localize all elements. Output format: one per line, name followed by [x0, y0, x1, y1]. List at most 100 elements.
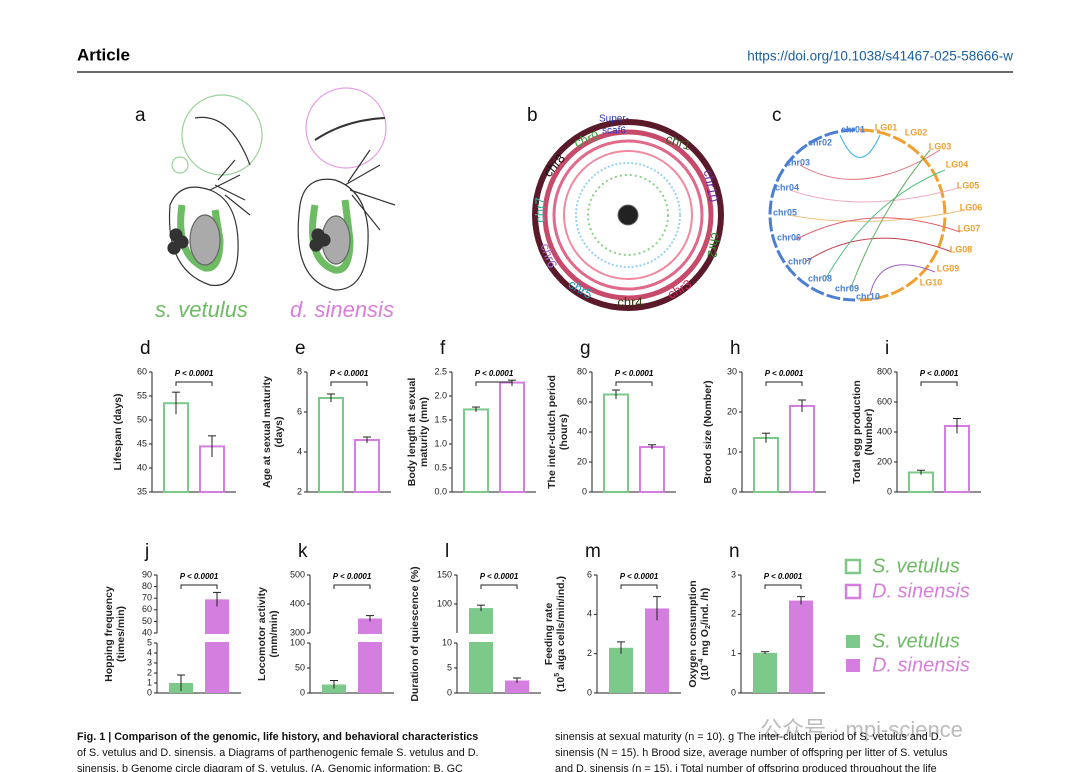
y-tick-label: 800 [877, 366, 892, 376]
chromosome-label: chr07 [788, 256, 812, 266]
y-axis-label: Lifespan (days) [112, 393, 124, 470]
bar [205, 599, 229, 693]
label-part: 2 [705, 625, 712, 629]
p-value: P < 0.0001 [333, 572, 372, 581]
axis-break [308, 634, 396, 642]
y-axis-label-line: Feeding rate [543, 603, 555, 666]
y-tick-label: 10 [442, 637, 452, 647]
y-tick-label: 80 [577, 366, 587, 376]
linkage-group-label: LG10 [920, 277, 943, 287]
y-tick-label: 1.0 [434, 438, 447, 448]
panel-letter: i [885, 338, 889, 359]
y-axis-label: Oxygen consumption (10-4 mg O2/ind. /h) [687, 580, 713, 687]
y-axis-label: Feeding rate(105 alga cells/min/ind.) [543, 576, 567, 692]
bar [505, 680, 529, 693]
bar [603, 393, 629, 493]
p-value: P < 0.0001 [615, 369, 654, 378]
significance-bracket [480, 584, 518, 589]
species-label: s. vetulus [155, 297, 248, 322]
y-tick-label: 3 [731, 569, 736, 579]
y-tick-label: 40 [142, 627, 152, 637]
chromosome-label: chr4 [617, 294, 642, 309]
y-tick-label: 2 [147, 667, 152, 677]
y-axis-label-line: (times/min) [115, 606, 127, 662]
label-part: (10 [555, 677, 567, 692]
chromosome-label: chr04 [775, 182, 799, 192]
panel-letter: a [135, 105, 146, 126]
y-tick-label: 4 [587, 609, 592, 619]
y-tick-label: 0 [447, 687, 452, 697]
p-value: P < 0.0001 [175, 369, 214, 378]
y-tick-label: 5 [147, 637, 152, 647]
chromosome-label: chr05 [773, 207, 797, 217]
chromosome-label: chr7 [532, 197, 547, 222]
chromosome-label: chr09 [835, 283, 859, 293]
y-axis-label-line: (mm/min) [268, 610, 280, 657]
y-tick-label: 20 [577, 456, 587, 466]
bar [944, 425, 970, 493]
y-axis-label-line: Locomotor activity [256, 587, 268, 681]
bar [318, 397, 344, 493]
bar [789, 600, 813, 693]
significance-bracket [620, 584, 658, 589]
y-tick-label: 3 [147, 657, 152, 667]
panel-letter: k [298, 541, 308, 562]
bar [358, 618, 382, 693]
p-value: P < 0.0001 [180, 572, 219, 581]
daphnia-illustrations [167, 87, 396, 291]
significance-bracket [333, 584, 371, 589]
linkage-group-label: LG09 [937, 263, 960, 273]
y-tick-label: 400 [290, 598, 305, 608]
y-axis-label-line: Hopping frequency [103, 586, 115, 682]
caption-line: sinensis. b Genome circle diagram of S. … [77, 763, 463, 772]
y-tick-label: 10 [727, 446, 737, 456]
chromosome-label: scaf6 [602, 126, 626, 137]
y-tick-label: 1 [731, 648, 736, 658]
y-axis-label-line: Total egg production [851, 380, 863, 484]
legend-label: S. vetulus [872, 555, 960, 577]
chromosome-label: chr01 [841, 124, 865, 134]
y-tick-label: 2 [587, 648, 592, 658]
y-tick-label: 0 [732, 486, 737, 496]
label-part: mg O [699, 629, 711, 659]
p-value: P < 0.0001 [765, 369, 804, 378]
y-tick-label: 2.5 [434, 366, 447, 376]
y-tick-label: 50 [142, 616, 152, 626]
synteny-circos [768, 128, 966, 302]
significance-bracket [330, 381, 368, 386]
bar [753, 652, 777, 693]
y-tick-label: 0 [731, 687, 736, 697]
y-tick-label: 4 [297, 446, 302, 456]
p-value: P < 0.0001 [480, 572, 519, 581]
significance-bracket [920, 381, 958, 386]
y-tick-label: 0.5 [434, 462, 447, 472]
y-tick-label: 0.0 [434, 486, 447, 496]
caption-line: sinensis (N = 15). h Brood size, average… [555, 747, 948, 759]
y-tick-label: 0 [582, 486, 587, 496]
bar [322, 684, 346, 693]
panel-letter: b [527, 105, 538, 126]
y-axis-label-line: (hours) [558, 414, 570, 450]
linkage-group-label: LG04 [946, 159, 969, 169]
y-tick-label: 8 [297, 366, 302, 376]
y-tick-label: 50 [137, 414, 147, 424]
y-axis-label-line: Oxygen consumption [687, 580, 699, 687]
chromosome-label: chr10 [856, 291, 880, 301]
y-tick-label: 0 [300, 687, 305, 697]
y-axis-label-line: (days) [273, 417, 285, 448]
y-tick-label: 70 [142, 593, 152, 603]
y-axis-label: Hopping frequency (times/min) [103, 586, 127, 682]
bar [639, 446, 665, 493]
caption-line: and D. sinensis (n = 15). i Total number… [555, 763, 937, 772]
header-doi[interactable]: https://doi.org/10.1038/s41467-025-58666… [747, 49, 1013, 64]
chromosome-label: chr1 [664, 131, 693, 153]
y-tick-label: 6 [587, 569, 592, 579]
label-part: -4 [698, 659, 705, 665]
linkage-group-label: LG05 [957, 180, 980, 190]
y-axis-label: Age at sexual maturity (days) [261, 376, 285, 488]
bar [499, 381, 525, 493]
bar [463, 408, 489, 493]
caption-line: Fig. 1 | Comparison of the genomic, life… [77, 731, 478, 743]
y-tick-label: 90 [142, 569, 152, 579]
